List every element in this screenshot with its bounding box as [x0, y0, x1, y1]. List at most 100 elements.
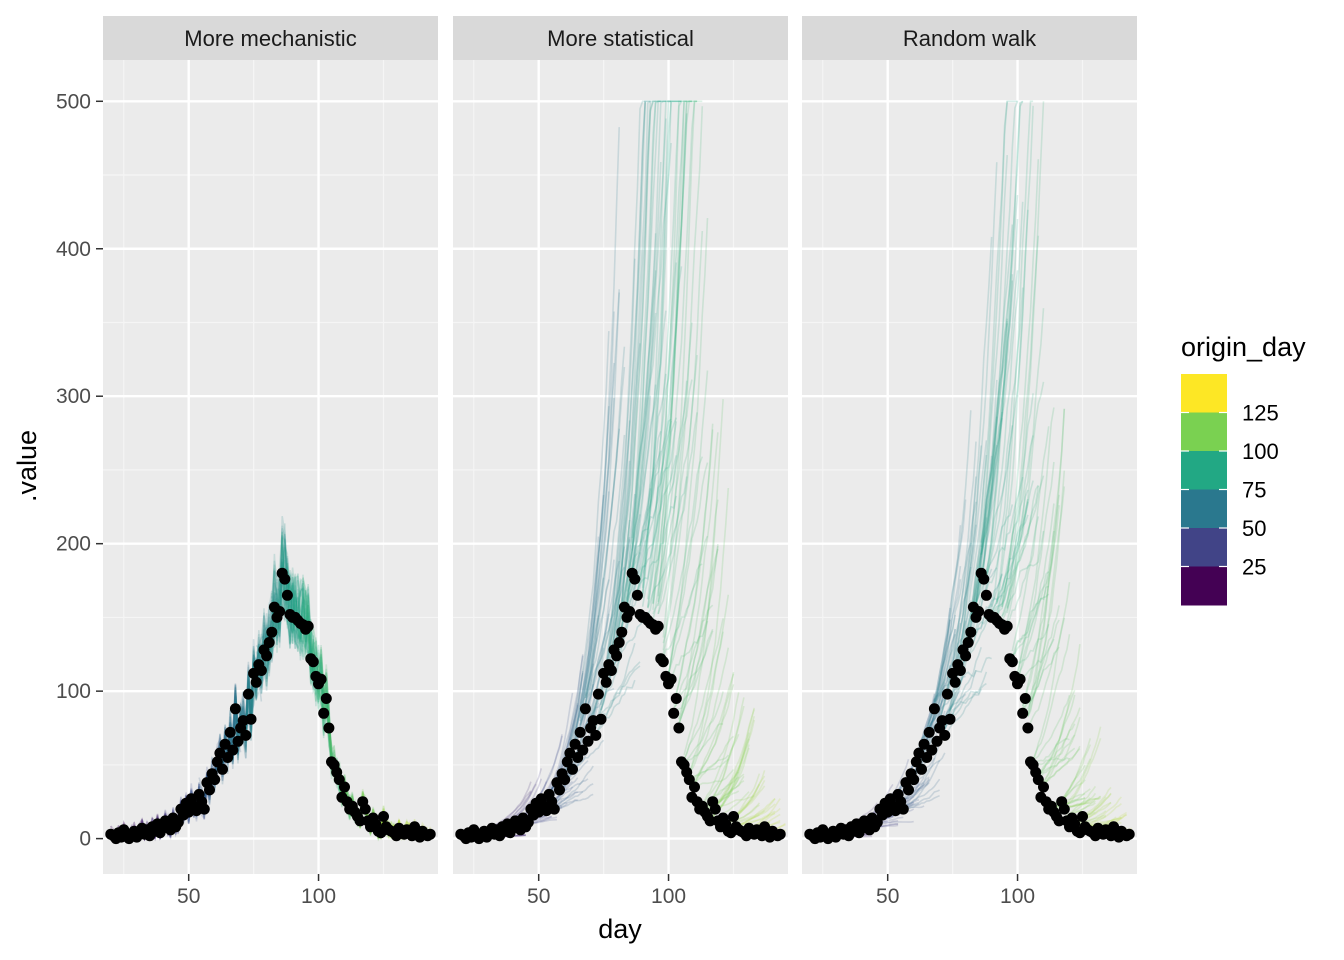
forecast-line: [621, 450, 662, 627]
forecast-line: [1063, 738, 1102, 809]
forecast-line: [954, 656, 992, 684]
observed-point: [339, 781, 350, 793]
y-tick-label: 200: [56, 533, 91, 556]
forecast-line: [1011, 585, 1049, 659]
y-tick-label: 0: [79, 828, 91, 851]
observed-point: [261, 650, 273, 662]
forecast-line: [610, 100, 651, 655]
forecast-line: [569, 491, 610, 744]
forecast-line: [678, 544, 719, 725]
forecast-line: [647, 380, 688, 615]
observed-point: [577, 744, 589, 756]
forecast-line: [569, 406, 610, 745]
forecast-line: [1021, 505, 1060, 707]
forecast-line: [662, 456, 704, 655]
observed-point: [554, 784, 565, 796]
observed-point: [1006, 656, 1018, 668]
forecast-line: [553, 765, 594, 809]
observed-point: [1017, 707, 1029, 719]
observed-point: [673, 722, 685, 734]
forecast-line: [667, 370, 709, 676]
forecast-line: [553, 783, 594, 810]
observed-point: [592, 688, 604, 700]
forecast-line: [579, 292, 620, 719]
observed-point: [931, 735, 943, 747]
forecast-line: [985, 287, 1024, 577]
forecast-line: [877, 820, 914, 824]
x-tick-label: 100: [651, 885, 686, 908]
forecast-line: [626, 118, 667, 606]
legend-color-block: [1181, 451, 1227, 490]
forecast-line: [631, 142, 672, 551]
observed-point: [266, 626, 278, 638]
forecast-line: [693, 684, 735, 784]
legend-label: 25: [1242, 555, 1266, 580]
forecast-line: [589, 519, 631, 719]
forecast-line: [990, 501, 1029, 617]
forecast-line: [605, 100, 646, 663]
forecast-line: [1011, 426, 1050, 652]
forecast-line: [610, 101, 652, 654]
x-tick-label: 100: [1000, 885, 1035, 908]
x-tick-label: 50: [527, 885, 550, 908]
forecast-line: [641, 100, 682, 588]
observed-point: [629, 573, 641, 585]
forecast-line: [1027, 408, 1066, 716]
forecast-line: [657, 355, 698, 615]
observed-point: [949, 676, 961, 688]
forecast-line: [662, 100, 703, 638]
forecast-line: [1084, 802, 1122, 827]
forecast-line: [990, 498, 1029, 613]
forecast-line: [714, 715, 755, 808]
forecast-line: [662, 106, 704, 651]
forecast-line: [600, 661, 641, 718]
facet-random-walk: Random walk 50 100: [802, 16, 1137, 908]
forecast-line: [652, 322, 693, 615]
forecast-line: [1032, 737, 1070, 764]
legend-color-block: [1181, 412, 1227, 452]
observed-point: [323, 722, 335, 734]
forecast-line: [672, 604, 714, 711]
forecast-line: [688, 647, 730, 775]
observed-point: [318, 707, 330, 719]
forecast-line: [574, 362, 615, 734]
observed-point: [897, 803, 909, 815]
forecast-line: [250, 549, 289, 734]
observed-point: [916, 763, 927, 775]
observed-point: [665, 673, 677, 685]
forecast-line: [970, 321, 1008, 623]
observed-point: [229, 703, 241, 715]
observed-point: [217, 763, 228, 775]
forecast-line: [652, 379, 693, 621]
forecast-line: [647, 100, 687, 608]
observed-point: [923, 726, 935, 738]
y-axis-title: .value: [12, 430, 42, 502]
forecast-line: [683, 691, 724, 763]
forecast-line: [996, 105, 1034, 605]
forecast-line: [683, 631, 724, 761]
forecast-line: [636, 495, 678, 592]
forecast-line: [641, 100, 682, 599]
legend-label: 100: [1242, 439, 1279, 464]
observed-point: [198, 803, 210, 815]
forecast-line: [714, 719, 755, 808]
forecast-line: [990, 489, 1029, 619]
observed-point: [728, 811, 739, 822]
forecast-line: [584, 346, 626, 696]
forecast-line: [657, 100, 698, 597]
forecast-line: [683, 722, 724, 763]
observed-point: [965, 626, 977, 638]
forecast-line: [1038, 747, 1076, 778]
forecast-line: [975, 425, 1014, 604]
forecast-line: [667, 462, 709, 675]
observed-point: [978, 573, 990, 585]
observed-point: [954, 665, 966, 676]
legend-color-block: [1181, 489, 1227, 529]
observed-point: [960, 650, 972, 662]
observed-point: [242, 688, 254, 700]
forecast-line: [657, 100, 698, 607]
y-axis: 0 100 200 300 400 500: [56, 90, 103, 851]
forecast-line: [1016, 503, 1055, 680]
forecast-line: [975, 224, 1014, 602]
